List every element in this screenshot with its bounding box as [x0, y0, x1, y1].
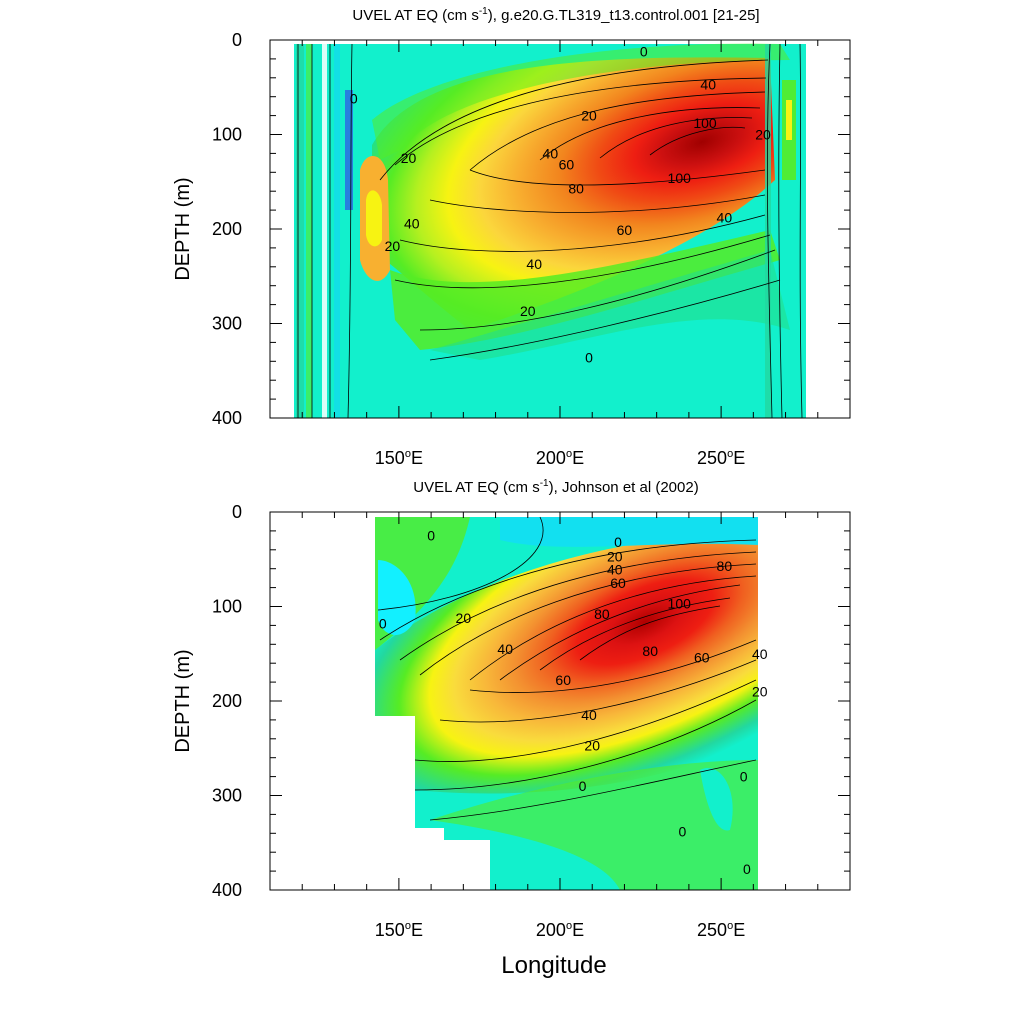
field-east-stripe-3	[786, 100, 792, 140]
contour-label-observations: 0	[740, 769, 748, 785]
x-tick-label-observations: 150oE	[375, 920, 423, 940]
contour-label-observations: 0	[679, 823, 687, 839]
field-west-stripe-5	[334, 44, 340, 418]
contour-label-observations: 100	[668, 596, 692, 612]
contour-label-model: 20	[401, 150, 417, 166]
y-tick-label-model: 400	[212, 408, 242, 428]
contour-label-model: 0	[640, 43, 648, 59]
contour-label-model: 0	[350, 91, 358, 107]
title-superscript-observations: -1	[540, 478, 549, 489]
panel-model: UVEL AT EQ (cm s-1), g.e20.G.TL319_t13.c…	[172, 6, 851, 468]
contour-label-model: 100	[668, 170, 692, 186]
contour-label-model: 100	[693, 115, 717, 131]
contour-label-model: 60	[559, 157, 575, 173]
field-warm-tongue-model	[372, 57, 775, 331]
contour-label-observations: 20	[607, 548, 623, 564]
contour-label-observations: 20	[584, 737, 600, 753]
x-tick-label-model: 250oE	[697, 448, 745, 468]
y-tick-label-model: 200	[212, 219, 242, 239]
y-tick-label-observations: 300	[212, 786, 242, 806]
title-suffix-model: ), g.e20.G.TL319_t13.control.001 [21-25]	[488, 7, 760, 24]
x-tick-labels-observations: 150oE 200oE 250oE	[375, 920, 745, 940]
y-tick-label-model: 300	[212, 314, 242, 334]
field-deep-cyan-observations	[700, 768, 733, 831]
contour-label-model: 40	[717, 210, 733, 226]
contour-label-observations: 0	[614, 534, 622, 550]
contour-label-observations: 60	[610, 575, 626, 591]
field-west-stripe-4	[345, 90, 353, 210]
contour-label-model: 20	[581, 108, 597, 124]
contour-label-model: 40	[700, 76, 716, 92]
contour-label-observations: 0	[379, 616, 387, 632]
title-suffix-observations: ), Johnson et al (2002)	[549, 479, 699, 496]
y-tick-labels-observations: 0 100 200 300 400	[212, 502, 242, 900]
x-tick-label-observations: 200oE	[536, 920, 584, 940]
contour-label-model: 40	[404, 215, 420, 231]
y-tick-label-observations: 0	[232, 502, 242, 522]
axis-ticks-observations	[269, 511, 851, 891]
contour-label-model: 40	[543, 145, 559, 161]
field-lower-green-model	[390, 230, 780, 350]
field-west-core-model	[366, 190, 382, 247]
field-blue-surface-observations	[500, 517, 758, 547]
field-cyan-pocket-observations	[378, 560, 416, 635]
x-tick-label-model: 200oE	[536, 448, 584, 468]
contour-label-observations: 0	[427, 528, 435, 544]
x-tick-labels-model: 150oE 200oE 250oE	[375, 448, 745, 468]
y-tick-label-observations: 200	[212, 691, 242, 711]
contour-label-observations: 40	[752, 646, 768, 662]
chart-title-observations: UVEL AT EQ (cm s-1), Johnson et al (2002…	[413, 478, 698, 496]
chart-title-model: UVEL AT EQ (cm s-1), g.e20.G.TL319_t13.c…	[352, 6, 759, 24]
y-tick-labels-model: 0 100 200 300 400	[212, 30, 242, 428]
x-axis-label: Longitude	[501, 952, 606, 979]
field-west-stripe-3	[322, 44, 327, 418]
contour-label-observations: 20	[752, 684, 768, 700]
contour-lines-model	[297, 43, 803, 418]
contour-field-model	[294, 43, 806, 418]
title-superscript-model: -1	[479, 6, 488, 17]
contour-label-observations: 60	[694, 650, 710, 666]
field-green-deep-observations	[430, 760, 758, 890]
x-tick-label-model: 150oE	[375, 448, 423, 468]
contour-label-observations: 80	[642, 643, 658, 659]
x-tick-label-observations: 250oE	[697, 920, 745, 940]
field-deep-green-model	[430, 250, 790, 360]
contour-lines-observations	[377, 516, 757, 821]
y-axis-label-observations: DEPTH (m)	[172, 649, 194, 752]
contour-label-model: 20	[755, 127, 771, 143]
y-tick-label-observations: 100	[212, 597, 242, 617]
contour-label-model: 20	[520, 303, 536, 319]
y-tick-label-observations: 400	[212, 880, 242, 900]
field-warm-tongue-observations	[375, 530, 758, 794]
title-text-model: UVEL AT EQ (cm s	[352, 7, 478, 24]
panel-observations: UVEL AT EQ (cm s-1), Johnson et al (2002…	[172, 478, 851, 979]
title-text-observations: UVEL AT EQ (cm s	[413, 479, 539, 496]
contour-label-observations: 0	[743, 861, 751, 877]
contour-label-observations: 0	[579, 778, 587, 794]
contour-label-observations: 80	[717, 558, 733, 574]
contour-label-observations: 80	[594, 606, 610, 622]
field-west-stripe-1	[296, 44, 304, 418]
axis-ticks-model	[269, 39, 851, 419]
contour-label-model: 80	[568, 180, 584, 196]
y-tick-label-model: 0	[232, 30, 242, 50]
field-green-belt-model	[372, 43, 790, 160]
field-west-stripe-2	[306, 44, 312, 418]
contour-label-observations: 40	[497, 641, 513, 657]
contour-label-model: 0	[585, 350, 593, 366]
contour-label-model: 40	[526, 256, 542, 272]
contour-field-observations	[375, 516, 758, 890]
contour-label-observations: 40	[607, 562, 623, 578]
contour-label-model: 60	[617, 222, 633, 238]
contour-label-model: 20	[385, 238, 401, 254]
contour-label-observations: 20	[456, 610, 472, 626]
contour-label-observations: 40	[581, 707, 597, 723]
contour-label-observations: 60	[555, 672, 571, 688]
y-tick-label-model: 100	[212, 125, 242, 145]
y-axis-label-model: DEPTH (m)	[172, 177, 194, 280]
